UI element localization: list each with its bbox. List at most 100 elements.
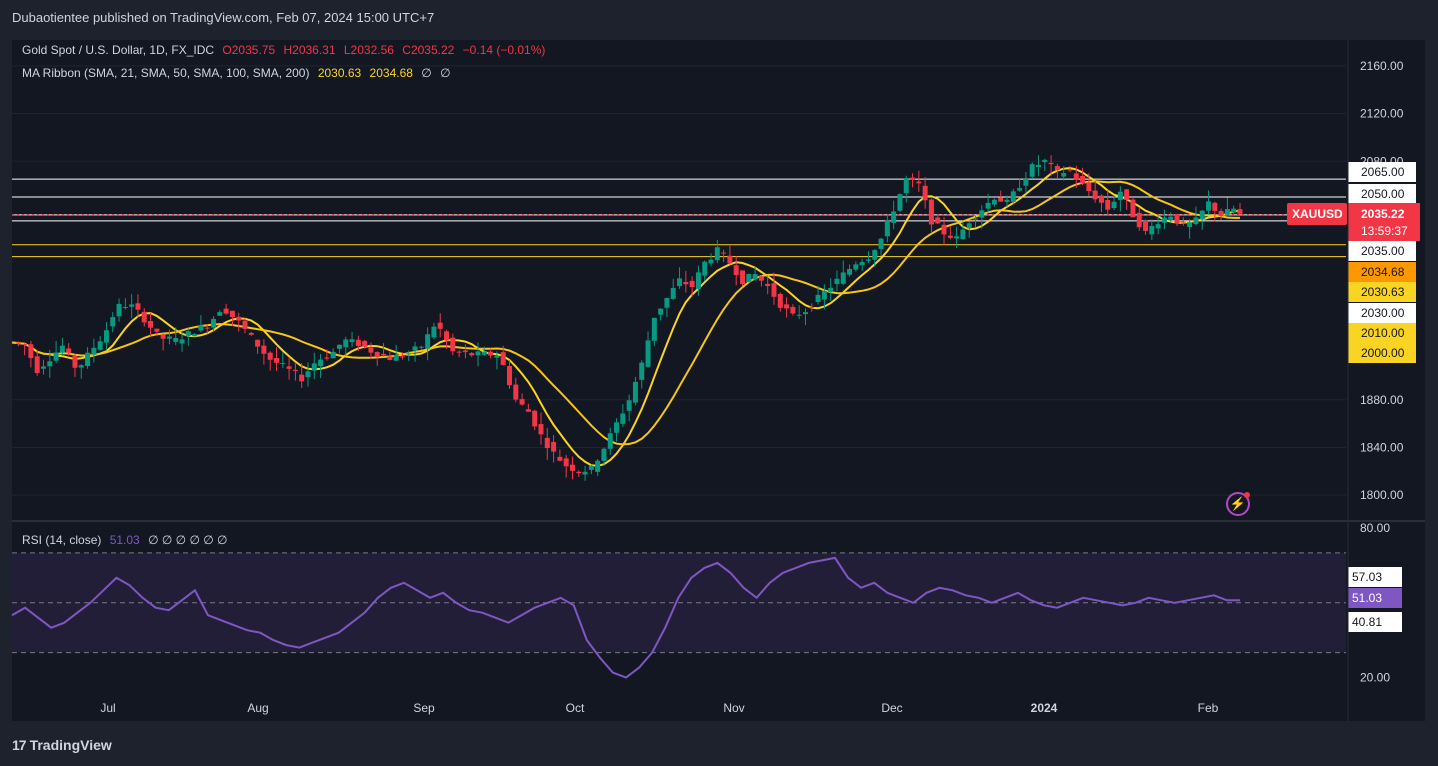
horizontal-levels: [12, 178, 1346, 258]
countdown-label: 13:59:37: [1361, 224, 1408, 238]
candle-body: [494, 355, 500, 358]
ma-legend[interactable]: MA Ribbon (SMA, 21, SMA, 50, SMA, 100, S…: [22, 66, 456, 80]
candle-body: [632, 381, 638, 403]
candle-body: [1105, 199, 1111, 210]
candle-body: [349, 339, 355, 343]
candle-body: [1111, 201, 1117, 209]
rsi-label: RSI (14, close): [22, 533, 102, 547]
price-tag: [1348, 262, 1416, 282]
candle-body: [475, 351, 481, 356]
price-tag: [1348, 282, 1416, 302]
candle-body: [733, 265, 739, 276]
candle-body: [129, 304, 135, 307]
candle-body: [135, 303, 141, 310]
candle-body: [1161, 217, 1167, 223]
ohlc-low: L2032.56: [343, 43, 394, 57]
candle-body: [450, 337, 456, 352]
candle-body: [59, 345, 65, 353]
tradingview-logo[interactable]: 17 TradingView: [12, 737, 112, 753]
candle-body: [1048, 162, 1054, 165]
current-price-label: 2035.22: [1361, 207, 1405, 221]
candle-body: [1073, 173, 1079, 180]
candle-body: [1092, 190, 1098, 200]
candle-body: [1080, 175, 1086, 184]
ma-label: MA Ribbon (SMA, 21, SMA, 50, SMA, 100, S…: [22, 66, 310, 80]
candle-body: [853, 264, 859, 270]
candle-body: [721, 252, 727, 254]
rsi-legend[interactable]: RSI (14, close) 51.03 ∅ ∅ ∅ ∅ ∅ ∅: [22, 533, 232, 547]
candle-body: [903, 178, 909, 194]
candle-body: [34, 356, 40, 373]
candle-body: [53, 352, 59, 361]
candle-body: [330, 351, 336, 359]
candle-body: [1231, 208, 1237, 213]
candle-body: [538, 424, 544, 435]
candle-body: [311, 363, 317, 371]
candle-body: [141, 311, 147, 323]
candle-body: [614, 422, 620, 433]
symbol-tag-label: XAUUSD: [1292, 207, 1343, 221]
candle-body: [891, 211, 897, 223]
candle-body: [217, 312, 223, 316]
candle-body: [941, 224, 947, 235]
candle-body: [204, 327, 210, 329]
candle-body: [72, 355, 78, 368]
candle-body: [500, 352, 506, 365]
candle-body: [229, 310, 235, 318]
candle-body: [664, 298, 670, 308]
candle-body: [66, 348, 72, 353]
candle-body: [840, 272, 846, 284]
price-tag-label: 2010.00: [1361, 326, 1405, 340]
candle-body: [336, 344, 342, 349]
candle-body: [1004, 199, 1010, 202]
candle-body: [683, 281, 689, 285]
candle-body: [286, 366, 292, 369]
candle-body: [255, 339, 261, 347]
candle-body: [765, 283, 771, 287]
candle-body: [223, 308, 229, 314]
candle-body: [425, 334, 431, 349]
price-grid: [12, 65, 1346, 496]
symbol-legend[interactable]: Gold Spot / U.S. Dollar, 1D, FX_IDC O203…: [22, 43, 550, 57]
candle-body: [1168, 216, 1174, 220]
price-tag-label: 2034.68: [1361, 265, 1405, 279]
candle-body: [343, 339, 349, 348]
candle-body: [1010, 191, 1016, 202]
candle-body: [91, 347, 97, 355]
candle-body: [752, 274, 758, 280]
time-tick-label: Oct: [566, 701, 585, 715]
candle-body: [828, 287, 834, 292]
candle-body: [267, 352, 273, 360]
current-price-tag: [1348, 203, 1420, 241]
candle-body: [1155, 224, 1161, 229]
symbol-tag: [1287, 203, 1347, 225]
candle-body: [809, 307, 815, 309]
candle-body: [412, 346, 418, 351]
candle-body: [985, 202, 991, 209]
candle-body: [525, 409, 531, 412]
candle-body: [947, 235, 953, 238]
ohlc-high: H2036.31: [283, 43, 336, 57]
candle-body: [418, 346, 424, 348]
time-axis[interactable]: Jul Aug Sep Oct Nov Dec 2024 Feb: [100, 701, 1218, 715]
candle-body: [148, 320, 154, 328]
candle-body: [374, 352, 380, 357]
tv-logo-icon: 17: [12, 737, 27, 753]
candle-body: [406, 353, 412, 355]
time-tick-label: Feb: [1198, 701, 1219, 715]
candle-body: [960, 229, 966, 239]
candle-body: [1061, 173, 1067, 177]
price-tag-label: 2000.00: [1361, 346, 1405, 360]
candle-body: [97, 341, 103, 350]
candle-body: [872, 250, 878, 260]
candle-body: [179, 339, 185, 344]
price-tag-label: 2050.00: [1361, 187, 1405, 201]
candle-body: [462, 350, 468, 353]
flash-icon[interactable]: ⚡: [1226, 492, 1250, 516]
candle-body: [1224, 209, 1230, 215]
candle-body: [305, 371, 311, 378]
candle-body: [601, 448, 607, 461]
rsi-pane: 20.00 80.00 57.03 51.03 40.81: [11, 521, 1402, 685]
candle-body: [1187, 222, 1193, 228]
